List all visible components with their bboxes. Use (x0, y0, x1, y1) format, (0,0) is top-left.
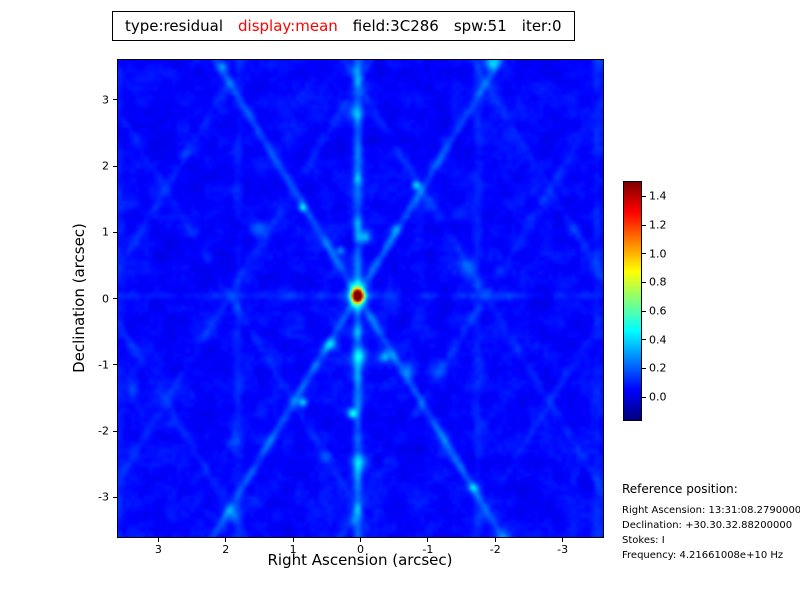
colorbar-tick-label: 1.4 (649, 189, 667, 203)
colorbar-tick-mark (642, 396, 646, 398)
reference-position-stokes: Stokes: I (622, 535, 665, 546)
colorbar-tick-label: 1.2 (649, 218, 667, 232)
colorbar-frame (623, 181, 642, 421)
y-tick-label: -3 (98, 490, 109, 504)
x-tick-label: 3 (154, 543, 162, 556)
colorbar-tick-mark (642, 281, 646, 283)
colorbar-tick-mark (642, 367, 646, 369)
colorbar-tick-label: 0.6 (649, 304, 667, 318)
colorbar (624, 182, 641, 420)
title-segment-field: field:3C286 (352, 17, 439, 35)
y-tick-label: 1 (102, 225, 109, 239)
reference-position-heading: Reference position: (622, 482, 738, 496)
x-tick-label: 1 (289, 543, 297, 556)
reference-position-dec: Declination: +30.30.32.88200000 (622, 520, 793, 531)
y-tick-mark (113, 165, 117, 167)
x-tick-mark (494, 538, 496, 542)
x-tick-mark (292, 538, 294, 542)
x-tick-label: -3 (557, 543, 569, 556)
colorbar-tick-label: 0.4 (649, 333, 667, 347)
y-tick-mark (113, 496, 117, 498)
colorbar-tick-mark (642, 195, 646, 197)
colorbar-tick-label: 0.8 (649, 275, 667, 289)
x-tick-mark (360, 538, 361, 542)
y-tick-mark (113, 231, 117, 233)
y-tick-label: 3 (102, 93, 109, 107)
reference-position-frequency: Frequency: 4.21661008e+10 Hz (622, 550, 784, 561)
y-tick-mark (113, 298, 117, 299)
title-segment-spw: spw:51 (453, 17, 507, 35)
title-segment-iter: iter:0 (521, 17, 562, 35)
y-axis-label: Declination (arcsec) (70, 223, 88, 373)
colorbar-tick-mark (642, 253, 646, 255)
y-tick-mark (113, 99, 117, 101)
title-bar: type:residual display:mean field:3C286 s… (112, 11, 575, 41)
title-segment-display: display:mean (238, 17, 338, 35)
residual-image (118, 60, 603, 537)
colorbar-tick-label: 0.2 (649, 361, 667, 375)
x-tick-label: 2 (222, 543, 230, 556)
colorbar-tick-mark (642, 310, 646, 312)
colorbar-tick-mark (642, 224, 646, 226)
x-tick-label: -1 (422, 543, 434, 556)
y-tick-mark (113, 364, 117, 366)
colorbar-tick-label: 0.0 (649, 390, 667, 404)
x-tick-mark (157, 538, 159, 542)
y-tick-label: 0 (102, 292, 109, 305)
y-tick-label: 2 (102, 159, 109, 173)
y-tick-mark (113, 430, 117, 432)
x-tick-mark (427, 538, 429, 542)
plot-frame (117, 59, 604, 538)
x-tick-label: -2 (489, 543, 501, 556)
x-axis-label: Right Ascension (arcsec) (267, 551, 453, 569)
x-tick-label: 0 (357, 543, 364, 556)
x-tick-mark (562, 538, 564, 542)
colorbar-tick-label: 1.0 (649, 247, 667, 261)
title-segment-type: type:residual (125, 17, 223, 35)
reference-position-block: Reference position: Right Ascension: 13:… (622, 482, 800, 563)
y-tick-label: -2 (98, 424, 109, 438)
colorbar-tick-mark (642, 339, 646, 341)
y-tick-label: -1 (98, 358, 109, 372)
reference-position-ra: Right Ascension: 13:31:08.27900000 (622, 505, 800, 516)
x-tick-mark (225, 538, 227, 542)
